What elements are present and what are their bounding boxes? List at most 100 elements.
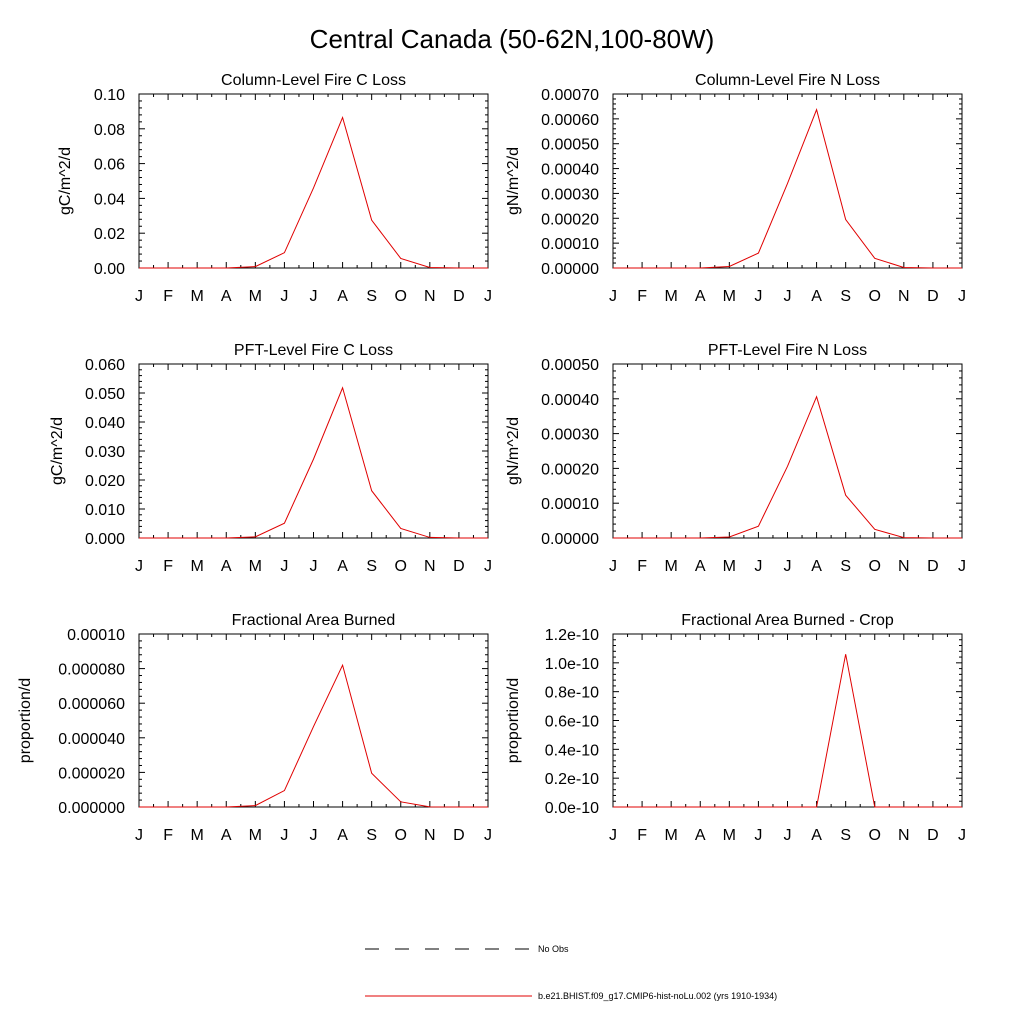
x-tick-label: D — [453, 827, 465, 844]
x-tick-label: O — [869, 827, 881, 844]
y-tick-label: 0.0e-10 — [545, 800, 599, 817]
x-tick-label: M — [723, 827, 736, 844]
y-axis-label: gN/m^2/d — [505, 147, 522, 215]
y-tick-label: 0.8e-10 — [545, 685, 599, 702]
y-axis-label: proportion/d — [505, 678, 522, 763]
x-tick-label: N — [424, 288, 436, 305]
x-tick-label: M — [249, 827, 262, 844]
x-tick-label: N — [424, 558, 436, 575]
x-tick-label: A — [337, 827, 348, 844]
x-tick-label: S — [366, 827, 377, 844]
y-tick-label: 0.00040 — [541, 392, 599, 409]
plot-frame — [612, 93, 963, 269]
x-tick-label: A — [695, 288, 706, 305]
x-tick-label: F — [163, 288, 173, 305]
x-tick-label: D — [927, 558, 939, 575]
figure-title: Central Canada (50-62N,100-80W) — [310, 24, 715, 54]
plot-frame — [138, 363, 489, 539]
y-axis-label: gC/m^2/d — [57, 147, 74, 215]
x-tick-label: J — [484, 288, 492, 305]
y-tick-label: 0.00020 — [541, 461, 599, 478]
y-tick-label: 0.00030 — [541, 186, 599, 203]
x-tick-label: D — [453, 288, 465, 305]
y-tick-label: 0.4e-10 — [545, 742, 599, 759]
panel-title: Fractional Area Burned - Crop — [681, 612, 894, 629]
panel-title: PFT-Level Fire N Loss — [708, 342, 867, 359]
x-tick-label: M — [191, 288, 204, 305]
series-line-1 — [613, 395, 962, 539]
x-tick-label: J — [958, 558, 966, 575]
x-tick-label: J — [135, 827, 143, 844]
legend-label-model-run: b.e21.BHIST.f09_g17.CMIP6-hist-noLu.002 … — [538, 991, 777, 1001]
y-tick-label: 0.00010 — [541, 496, 599, 513]
x-tick-label: A — [695, 558, 706, 575]
x-tick-label: M — [249, 558, 262, 575]
y-tick-label: 0.050 — [85, 386, 125, 403]
y-tick-label: 0.000080 — [58, 662, 125, 679]
x-tick-label: J — [754, 558, 762, 575]
x-tick-label: F — [637, 827, 647, 844]
x-tick-label: J — [280, 558, 288, 575]
y-tick-label: 0.020 — [85, 473, 125, 490]
x-tick-label: S — [840, 558, 851, 575]
x-tick-label: M — [665, 288, 678, 305]
plot-frame — [138, 93, 489, 269]
x-tick-label: O — [395, 827, 407, 844]
x-tick-label: M — [665, 827, 678, 844]
y-tick-label: 0.040 — [85, 415, 125, 432]
series-line-1 — [139, 115, 488, 269]
x-tick-label: O — [869, 288, 881, 305]
x-tick-label: J — [310, 827, 318, 844]
x-tick-label: M — [665, 558, 678, 575]
x-tick-label: F — [637, 288, 647, 305]
legend: No Obs b.e21.BHIST.f09_g17.CMIP6-hist-no… — [365, 944, 777, 1001]
x-tick-label: D — [927, 288, 939, 305]
x-tick-label: J — [609, 288, 617, 305]
series-line-1 — [613, 654, 962, 808]
x-tick-label: N — [898, 558, 910, 575]
series-line-1 — [613, 108, 962, 269]
y-tick-label: 0.00070 — [541, 87, 599, 104]
y-axis-label: gC/m^2/d — [49, 417, 66, 485]
x-tick-label: A — [337, 558, 348, 575]
y-tick-label: 0.00030 — [541, 427, 599, 444]
x-tick-label: F — [637, 558, 647, 575]
chart-panel-6: Fractional Area Burned - Crop proportion/… — [505, 612, 966, 844]
y-tick-label: 0.000000 — [58, 800, 125, 817]
x-tick-label: J — [609, 827, 617, 844]
y-tick-label: 1.2e-10 — [545, 627, 599, 644]
x-tick-label: O — [395, 288, 407, 305]
y-tick-label: 1.0e-10 — [545, 656, 599, 673]
x-tick-label: A — [811, 288, 822, 305]
y-tick-label: 0.000040 — [58, 731, 125, 748]
x-tick-label: S — [366, 558, 377, 575]
x-tick-label: M — [249, 288, 262, 305]
x-tick-label: J — [310, 558, 318, 575]
x-tick-label: N — [424, 827, 436, 844]
x-tick-label: J — [484, 558, 492, 575]
y-tick-label: 0.10 — [94, 87, 125, 104]
y-tick-label: 0.06 — [94, 157, 125, 174]
x-tick-label: S — [366, 288, 377, 305]
x-tick-label: J — [484, 827, 492, 844]
x-tick-label: F — [163, 827, 173, 844]
y-tick-label: 0.00010 — [541, 236, 599, 253]
x-tick-label: A — [337, 288, 348, 305]
y-tick-label: 0.00020 — [541, 211, 599, 228]
y-tick-label: 0.010 — [85, 502, 125, 519]
x-tick-label: J — [754, 288, 762, 305]
y-axis-label: proportion/d — [17, 678, 34, 763]
y-tick-label: 0.030 — [85, 444, 125, 461]
y-tick-label: 0.02 — [94, 226, 125, 243]
plot-frame — [612, 633, 963, 808]
x-tick-label: J — [310, 288, 318, 305]
x-tick-label: N — [898, 288, 910, 305]
panel-title: Column-Level Fire N Loss — [695, 72, 880, 89]
x-tick-label: J — [784, 827, 792, 844]
y-tick-label: 0.00 — [94, 261, 125, 278]
x-tick-label: M — [723, 558, 736, 575]
x-tick-label: J — [609, 558, 617, 575]
